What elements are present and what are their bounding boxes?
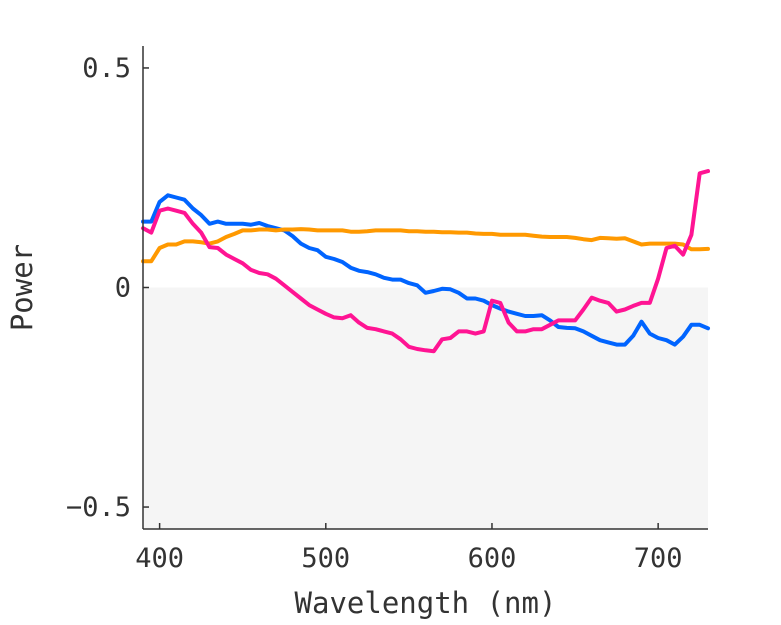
series-group: [141, 169, 710, 354]
x-tick-label: 400: [135, 543, 184, 574]
y-tick-label: −0.5: [66, 492, 131, 523]
series-line-2: [141, 227, 710, 264]
x-axis-title: Wavelength (nm): [295, 586, 557, 620]
negative-region-shading: [143, 287, 708, 529]
y-tick-label: 0: [115, 273, 131, 304]
tick-labels: −0.5 0 0.5 400 500 600 700: [66, 53, 683, 574]
x-tick-label: 600: [468, 543, 517, 574]
y-tick-label: 0.5: [82, 53, 131, 84]
x-tick-label: 700: [634, 543, 683, 574]
series-line-1: [141, 193, 710, 347]
y-axis-title: Power: [5, 244, 39, 331]
x-tick-label: 500: [301, 543, 350, 574]
series-line-3: [141, 169, 710, 354]
